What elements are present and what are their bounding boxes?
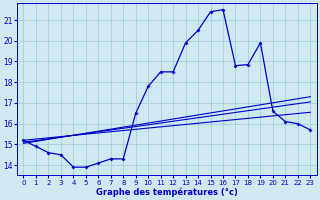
X-axis label: Graphe des températures (°c): Graphe des températures (°c)	[96, 187, 238, 197]
